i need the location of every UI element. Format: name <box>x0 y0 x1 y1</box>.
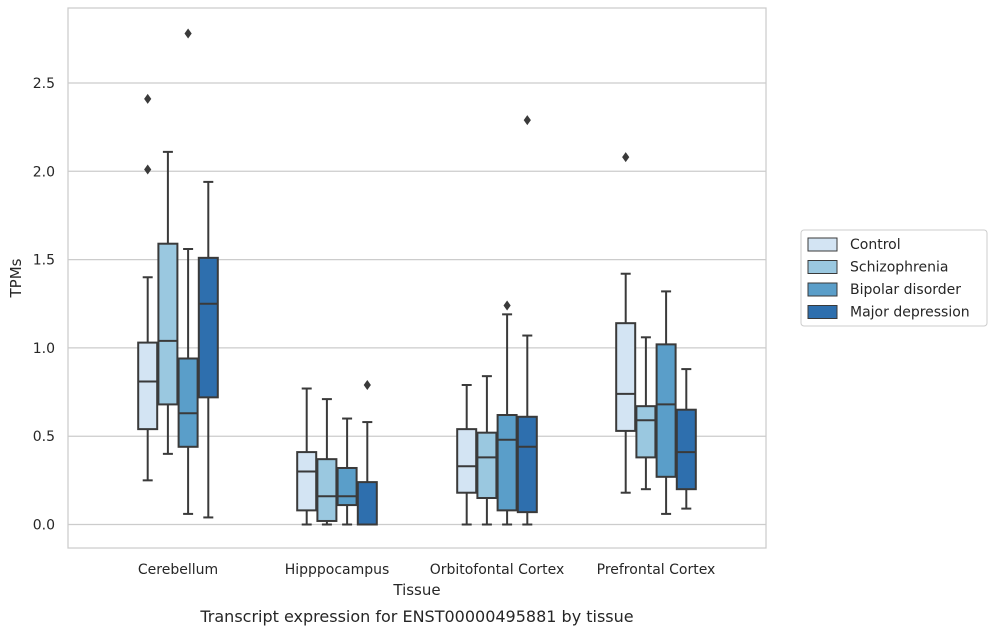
y-tick-labels: 0.0 0.5 1.0 1.5 2.0 2.5 <box>33 76 55 534</box>
box-control <box>456 383 478 526</box>
x-tick-labels: Cerebellum Hipppocampus Orbitofontal Corte… <box>138 562 715 578</box>
box <box>336 466 358 507</box>
x-tick-label: Orbitofontal Cortex <box>430 562 565 578</box>
y-axis-title: TPMs <box>7 258 25 298</box>
outlier-point <box>144 93 152 104</box>
box-schizophrenia <box>157 150 179 455</box>
legend-frame <box>800 229 988 327</box>
box-schizophrenia <box>476 375 498 526</box>
x-tick-label: Prefrontal Cortex <box>597 562 716 578</box>
box <box>197 256 219 399</box>
box-control <box>296 387 318 526</box>
legend-swatch <box>807 305 838 319</box>
box <box>655 343 677 478</box>
box <box>496 414 518 512</box>
box-major-depression <box>516 115 538 526</box>
box <box>137 341 159 431</box>
outlier-point <box>184 28 192 39</box>
box-major-depression <box>356 379 378 526</box>
legend-label: Control <box>850 237 901 253</box>
y-tick-label: 1.5 <box>33 253 55 269</box>
legend-label: Bipolar disorder <box>850 282 961 298</box>
legend-swatch <box>807 282 838 297</box>
box <box>157 242 179 406</box>
box-major-depression <box>197 180 219 519</box>
box <box>456 428 478 494</box>
y-tick-label: 1.0 <box>33 341 55 357</box>
box-schizophrenia <box>635 336 657 491</box>
y-tick-label: 2.5 <box>33 76 55 92</box>
box-control <box>615 152 637 494</box>
x-tick-label: Hipppocampus <box>285 562 390 578</box>
box <box>635 405 657 459</box>
outlier-point <box>144 164 152 175</box>
y-tick-label: 0.0 <box>33 518 55 534</box>
box-bipolar-disorder <box>177 28 199 515</box>
x-axis-title: Tissue <box>392 581 440 599</box>
x-tick-label: Cerebellum <box>138 562 218 578</box>
outlier-point <box>622 152 630 163</box>
box-series <box>137 28 697 526</box>
chart-caption: Transcript expression for ENST0000049588… <box>199 607 633 626</box>
legend-label: Major depression <box>850 305 970 321</box>
box-bipolar-disorder <box>336 417 358 526</box>
box <box>316 458 338 522</box>
box <box>675 408 697 491</box>
legend-swatch <box>807 260 838 274</box>
legend: Control Schizophrenia Bipolar disorder Majo… <box>800 229 988 327</box>
y-tick-label: 2.0 <box>33 164 55 180</box>
box-control <box>137 93 159 482</box>
box-bipolar-disorder <box>655 290 677 515</box>
box <box>516 415 538 514</box>
plot-frame <box>67 7 767 549</box>
box-schizophrenia <box>316 398 338 526</box>
box <box>356 481 378 526</box>
box-major-depression <box>675 368 697 510</box>
box <box>476 431 498 500</box>
y-tick-label: 0.5 <box>33 429 55 445</box>
outlier-point <box>503 300 511 311</box>
legend-label: Schizophrenia <box>850 260 948 276</box>
box-bipolar-disorder <box>496 300 518 526</box>
legend-swatch <box>807 237 838 252</box>
box <box>296 451 318 512</box>
box <box>615 322 637 432</box>
outlier-point <box>363 379 371 390</box>
outlier-point <box>523 115 531 126</box>
box <box>177 357 199 448</box>
